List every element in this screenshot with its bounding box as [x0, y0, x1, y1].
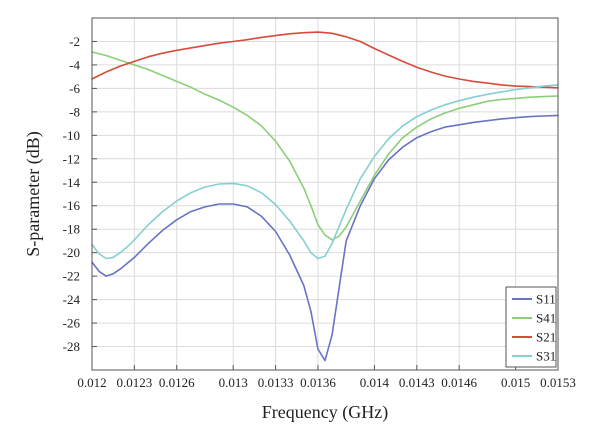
- legend-label-s31: S31: [536, 349, 556, 364]
- x-axis-ticks: 0.012 0.0123 0.0126 0.013 0.0133 0.0136 0.014 0…: [77, 365, 576, 390]
- x-tick-label: 0.0143: [399, 375, 435, 390]
- y-tick-label: -20: [63, 245, 80, 260]
- series-lines: [91, 31, 559, 362]
- x-axis-title: Frequency (GHz): [262, 402, 388, 423]
- x-tick-label: 0.014: [360, 375, 390, 390]
- y-tick-label: -16: [63, 198, 81, 213]
- y-axis-ticks: -2 -4 -6 -8 -10 -12 -14 -16 -18 -20 -22 -24 -26 -28: [63, 34, 97, 354]
- y-tick-label: -2: [69, 34, 80, 49]
- y-tick-label: -8: [69, 104, 80, 119]
- x-tick-label: 0.015: [501, 375, 530, 390]
- y-tick-label: -4: [69, 57, 80, 72]
- x-tick-label: 0.0123: [116, 375, 152, 390]
- grid: [91, 18, 559, 370]
- legend-label-s41: S41: [536, 311, 556, 326]
- y-tick-label: -24: [63, 292, 81, 307]
- x-tick-label: 0.013: [219, 375, 248, 390]
- legend: S11 S41 S21 S31: [505, 286, 557, 368]
- x-tick-label: 0.012: [77, 375, 106, 390]
- x-tick-label: 0.0146: [441, 375, 477, 390]
- x-tick-label: 0.0153: [540, 375, 576, 390]
- plot-background: [92, 18, 558, 370]
- x-tick-label: 0.0136: [300, 375, 336, 390]
- y-tick-label: -14: [63, 175, 81, 190]
- legend-box: [505, 286, 557, 368]
- y-tick-label: -10: [63, 128, 80, 143]
- y-tick-label: -12: [63, 151, 80, 166]
- series-line-s41: [91, 51, 559, 241]
- y-tick-label: -26: [63, 316, 81, 331]
- legend-label-s21: S21: [536, 330, 556, 345]
- x-tick-label: 0.0133: [258, 375, 294, 390]
- plot-frame: [91, 17, 559, 371]
- y-tick-label: -28: [63, 339, 80, 354]
- series-line-s21: [91, 31, 559, 89]
- y-tick-label: -18: [63, 222, 80, 237]
- y-axis-title: S-parameter (dB): [23, 131, 44, 256]
- y-tick-label: -22: [63, 269, 80, 284]
- legend-label-s11: S11: [536, 292, 556, 307]
- x-tick-label: 0.0126: [159, 375, 195, 390]
- series-line-s31: [91, 84, 559, 260]
- y-tick-label: -6: [69, 81, 80, 96]
- series-line-s11: [91, 114, 559, 362]
